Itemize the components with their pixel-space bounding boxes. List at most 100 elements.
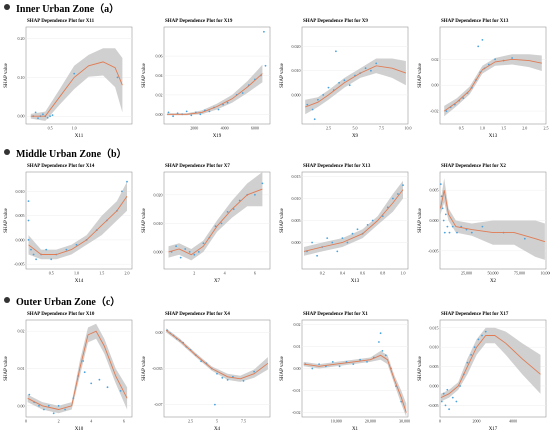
scatter-point bbox=[38, 404, 40, 407]
x-tick-label: 0.4 bbox=[340, 271, 345, 276]
scatter-point bbox=[366, 224, 369, 226]
fit-curve bbox=[440, 335, 541, 399]
y-tick-label: 0.005 bbox=[292, 218, 301, 223]
x-tick-label: 5.0 bbox=[353, 126, 358, 131]
chart-title: SHAP Dependence Plot for X7 bbox=[165, 164, 230, 169]
scatter-point bbox=[338, 81, 340, 84]
shap-chart: 0.00 -0.01 0.01 0.02 -0.02 10,000 20,000 30,000… bbox=[280, 312, 410, 432]
y-tick-label: 0.04 bbox=[156, 73, 163, 78]
scatter-point bbox=[441, 207, 444, 210]
y-tick-label: 0.02 bbox=[432, 57, 439, 62]
scatter-point bbox=[65, 248, 68, 251]
scatter-point bbox=[185, 110, 188, 113]
x-tick-label: 1.5 bbox=[501, 126, 506, 131]
scatter-point bbox=[232, 208, 235, 210]
scatter-point bbox=[261, 182, 264, 185]
scatter-point bbox=[448, 231, 451, 234]
confidence-band bbox=[27, 323, 128, 414]
y-tick-label: 0.000 bbox=[292, 240, 301, 245]
shap-chart: -0.005 0.000 0.005 0.010 0.015 0 2000 4000 SHAP … bbox=[418, 312, 547, 432]
x-axis-label: X11 bbox=[75, 134, 84, 139]
y-tick-label: 0.01 bbox=[18, 366, 25, 371]
confidence-band bbox=[440, 327, 541, 402]
scatter-point bbox=[82, 360, 84, 362]
scatter-point bbox=[322, 94, 325, 96]
confidence-band bbox=[30, 48, 123, 121]
y-tick-label: 0.010 bbox=[292, 196, 301, 201]
shap-panel: 0.000 0.010 0.020 2 4 6 SHAP Dependence Plot f… bbox=[140, 159, 274, 285]
scatter-point bbox=[459, 385, 461, 387]
scatter-point bbox=[311, 367, 314, 370]
scatter-point bbox=[481, 225, 484, 228]
y-tick-label: 0.000 bbox=[16, 237, 25, 242]
confidence-band bbox=[440, 178, 545, 260]
y-axis-label: SHAP value bbox=[418, 207, 423, 232]
scatter-point bbox=[477, 338, 480, 341]
scatter-point bbox=[226, 211, 229, 213]
scatter-point bbox=[37, 117, 39, 120]
scatter-point bbox=[175, 245, 177, 248]
y-axis-label: SHAP value bbox=[142, 355, 147, 380]
scatter-point bbox=[83, 371, 86, 374]
scatter-point bbox=[184, 248, 187, 250]
chart-title: SHAP Dependence Plot for X4 bbox=[165, 312, 230, 317]
shap-chart: 0.00 0.10 0.20 0.5 1.0 SHAP Dependence Plot f… bbox=[4, 19, 133, 139]
scatter-point bbox=[456, 231, 458, 234]
scatter-point bbox=[442, 219, 445, 222]
y-tick-label: 0.020 bbox=[292, 44, 301, 49]
y-axis-label: SHAP value bbox=[4, 355, 9, 380]
y-tick-label: 0.000 bbox=[430, 383, 439, 388]
scatter-point bbox=[217, 108, 220, 111]
y-axis-label: SHAP value bbox=[418, 62, 423, 87]
scatter-point bbox=[121, 190, 123, 193]
scatter-point bbox=[442, 392, 445, 395]
scatter-point bbox=[473, 346, 476, 349]
scatter-point bbox=[313, 118, 316, 121]
scatter-point bbox=[126, 180, 128, 183]
y-tick-label: -0.005 bbox=[428, 403, 438, 408]
y-axis-label: SHAP value bbox=[280, 62, 285, 87]
scatter-point bbox=[356, 228, 359, 231]
scatter-point bbox=[352, 363, 355, 365]
scatter-point bbox=[384, 354, 387, 357]
y-tick-label: 0.00 bbox=[156, 112, 163, 117]
shap-panel: 0.000 0.005 0.010 0.015 0.2 0.4 0.6 0.8 1.0 SHAP … bbox=[278, 159, 412, 285]
scatter-point bbox=[338, 365, 341, 368]
zone-title: Outer Urban Zone（c） bbox=[16, 296, 121, 308]
scatter-point bbox=[318, 363, 320, 365]
y-tick-label: 0.020 bbox=[154, 192, 163, 197]
scatter-point bbox=[460, 225, 463, 228]
x-tick-label: 6000 bbox=[251, 126, 259, 131]
fit-curve bbox=[165, 329, 269, 380]
bullet-icon bbox=[4, 297, 10, 303]
chart-title: SHAP Dependence Plot for X19 bbox=[165, 19, 233, 24]
scatter-point bbox=[49, 115, 51, 118]
y-tick-label: -0.005 bbox=[428, 248, 438, 253]
shap-panel: -0.005 0.000 0.005 25,000 50,000 75,000 10,000… bbox=[416, 159, 550, 285]
y-tick-label: 0.00 bbox=[156, 330, 163, 335]
scatter-point bbox=[392, 197, 394, 200]
x-tick-label: 7.5 bbox=[379, 126, 384, 131]
y-tick-label: 0.010 bbox=[16, 189, 25, 194]
scatter-point bbox=[370, 69, 372, 72]
confidence-band bbox=[168, 172, 263, 261]
scatter-point bbox=[242, 380, 245, 382]
scatter-point bbox=[397, 193, 399, 195]
scatter-point bbox=[90, 382, 93, 385]
scatter-point bbox=[443, 231, 446, 234]
x-tick-label: 1.0 bbox=[480, 126, 485, 131]
shap-chart: 0.00 -0.035 -0.07 2.5 5 7.5 SHAP Dependence Pl… bbox=[142, 312, 271, 432]
x-tick-label: 0.5 bbox=[48, 126, 53, 131]
y-tick-label: 0.20 bbox=[18, 36, 25, 41]
scatter-point bbox=[481, 39, 484, 41]
scatter-point bbox=[331, 241, 334, 244]
scatter-point bbox=[466, 361, 469, 364]
x-tick-label: 2.5 bbox=[188, 419, 193, 424]
shap-panel: -0.005 0.000 0.005 0.010 0.015 0 2000 4000 SHAP … bbox=[416, 307, 550, 433]
scatter-point bbox=[45, 248, 48, 251]
shap-panel: 0.00 0.01 0.02 0 2 4 6 SHAP Dependence Plot for… bbox=[2, 307, 136, 433]
scatter-point bbox=[470, 354, 472, 356]
x-tick-label: 25,000 bbox=[461, 271, 472, 277]
x-axis-label: X4 bbox=[214, 427, 221, 432]
x-tick-label: 10,000 bbox=[541, 271, 550, 277]
